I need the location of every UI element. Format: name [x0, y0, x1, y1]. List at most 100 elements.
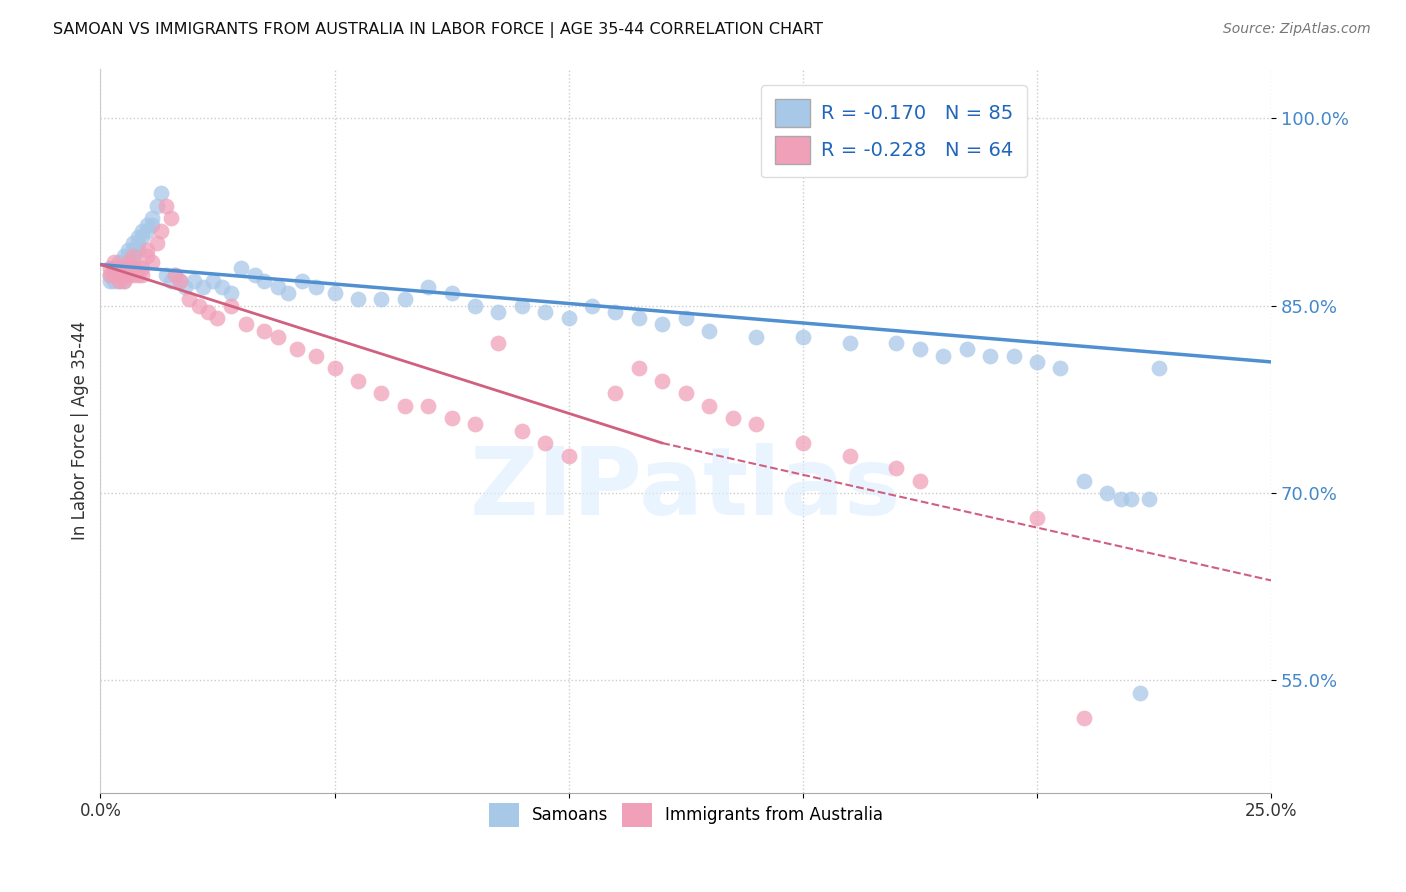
Point — [141, 218, 163, 232]
Point — [697, 399, 720, 413]
Point — [117, 243, 139, 257]
Point — [136, 243, 159, 257]
Point — [627, 311, 650, 326]
Point — [285, 343, 308, 357]
Point — [1049, 361, 1071, 376]
Point — [127, 268, 149, 282]
Point — [745, 330, 768, 344]
Point — [221, 299, 243, 313]
Point — [197, 305, 219, 319]
Point — [370, 293, 392, 307]
Point — [112, 261, 135, 276]
Point — [117, 261, 139, 276]
Point — [187, 299, 209, 313]
Point — [141, 255, 163, 269]
Point — [932, 349, 955, 363]
Point — [229, 261, 252, 276]
Point — [908, 474, 931, 488]
Point — [127, 230, 149, 244]
Point — [127, 243, 149, 257]
Point — [394, 293, 416, 307]
Point — [98, 268, 121, 282]
Point — [179, 293, 201, 307]
Point — [103, 261, 125, 276]
Point — [108, 261, 131, 276]
Point — [122, 261, 145, 276]
Point — [131, 268, 153, 282]
Point — [792, 436, 814, 450]
Point — [136, 249, 159, 263]
Legend: Samoans, Immigrants from Australia: Samoans, Immigrants from Australia — [481, 795, 891, 835]
Point — [305, 349, 328, 363]
Point — [1026, 355, 1049, 369]
Point — [277, 286, 299, 301]
Point — [323, 286, 346, 301]
Point — [169, 274, 191, 288]
Point — [108, 255, 131, 269]
Point — [183, 274, 205, 288]
Point — [98, 261, 121, 276]
Point — [956, 343, 979, 357]
Point — [112, 274, 135, 288]
Point — [117, 249, 139, 263]
Point — [675, 311, 697, 326]
Point — [1073, 711, 1095, 725]
Point — [886, 461, 908, 475]
Point — [1095, 486, 1118, 500]
Point — [150, 186, 173, 201]
Point — [1073, 474, 1095, 488]
Point — [1137, 492, 1160, 507]
Point — [347, 374, 370, 388]
Point — [103, 268, 125, 282]
Text: Source: ZipAtlas.com: Source: ZipAtlas.com — [1223, 22, 1371, 37]
Point — [651, 318, 673, 332]
Point — [169, 274, 191, 288]
Point — [159, 274, 181, 288]
Point — [534, 305, 557, 319]
Point — [122, 268, 145, 282]
Point — [131, 224, 153, 238]
Point — [141, 211, 163, 226]
Point — [605, 386, 627, 401]
Point — [150, 224, 173, 238]
Point — [159, 211, 181, 226]
Point — [122, 255, 145, 269]
Y-axis label: In Labor Force | Age 35-44: In Labor Force | Age 35-44 — [72, 321, 89, 541]
Point — [534, 436, 557, 450]
Point — [745, 417, 768, 432]
Point — [165, 268, 187, 282]
Point — [108, 261, 131, 276]
Point — [112, 255, 135, 269]
Text: SAMOAN VS IMMIGRANTS FROM AUSTRALIA IN LABOR FORCE | AGE 35-44 CORRELATION CHART: SAMOAN VS IMMIGRANTS FROM AUSTRALIA IN L… — [53, 22, 824, 38]
Point — [979, 349, 1001, 363]
Point — [98, 268, 121, 282]
Point — [440, 411, 463, 425]
Point — [418, 399, 440, 413]
Point — [370, 386, 392, 401]
Point — [305, 280, 328, 294]
Point — [155, 268, 177, 282]
Point — [1109, 492, 1132, 507]
Point — [440, 286, 463, 301]
Point — [267, 280, 290, 294]
Text: ZIPatlas: ZIPatlas — [470, 442, 901, 534]
Point — [103, 268, 125, 282]
Point — [127, 261, 149, 276]
Point — [155, 199, 177, 213]
Point — [1129, 686, 1152, 700]
Point — [112, 268, 135, 282]
Point — [165, 268, 187, 282]
Point — [510, 424, 533, 438]
Point — [721, 411, 744, 425]
Point — [323, 361, 346, 376]
Point — [253, 324, 276, 338]
Point — [98, 274, 121, 288]
Point — [122, 249, 145, 263]
Point — [886, 336, 908, 351]
Point — [1147, 361, 1170, 376]
Point — [108, 274, 131, 288]
Point — [1002, 349, 1025, 363]
Point — [131, 230, 153, 244]
Point — [103, 255, 125, 269]
Point — [145, 236, 167, 251]
